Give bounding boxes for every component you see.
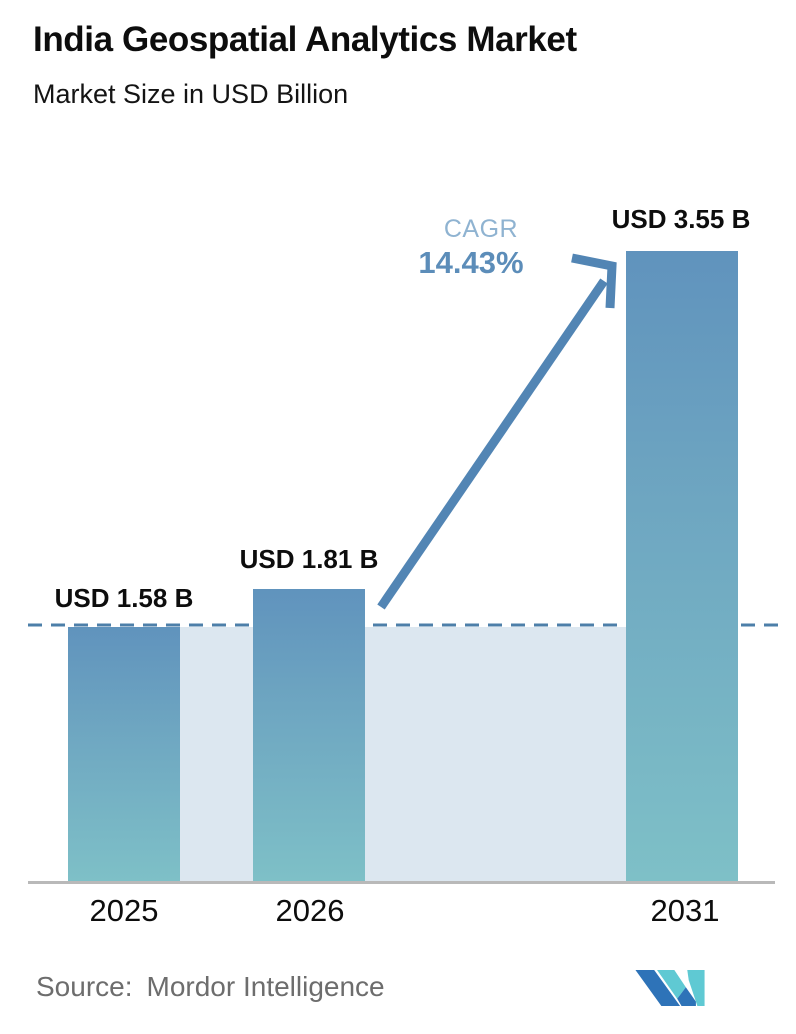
bar-2025 — [68, 627, 180, 882]
source-value: Mordor Intelligence — [146, 971, 385, 1002]
bar-2031 — [626, 251, 738, 882]
x-axis-label-2025: 2025 — [89, 893, 159, 928]
bar-value-label-2026: USD 1.81 B — [239, 544, 379, 574]
chart-subtitle: Market Size in USD Billion — [33, 79, 349, 109]
cagr-value: 14.43% — [418, 245, 524, 280]
x-axis-label-2026: 2026 — [275, 893, 345, 928]
bar-value-label-2031: USD 3.55 B — [611, 204, 751, 234]
source-label: Source: — [36, 971, 133, 1002]
page-title: India Geospatial Analytics Market — [33, 20, 577, 59]
cagr-label: CAGR — [443, 215, 519, 243]
x-axis-label-2031: 2031 — [650, 893, 720, 928]
source-text: Source: Mordor Intelligence — [36, 971, 385, 1003]
bar-value-label-2025: USD 1.58 B — [54, 583, 194, 613]
x-axis-line — [28, 881, 775, 884]
bar-2026 — [253, 589, 365, 882]
mordor-intelligence-logo-icon — [635, 970, 705, 1006]
